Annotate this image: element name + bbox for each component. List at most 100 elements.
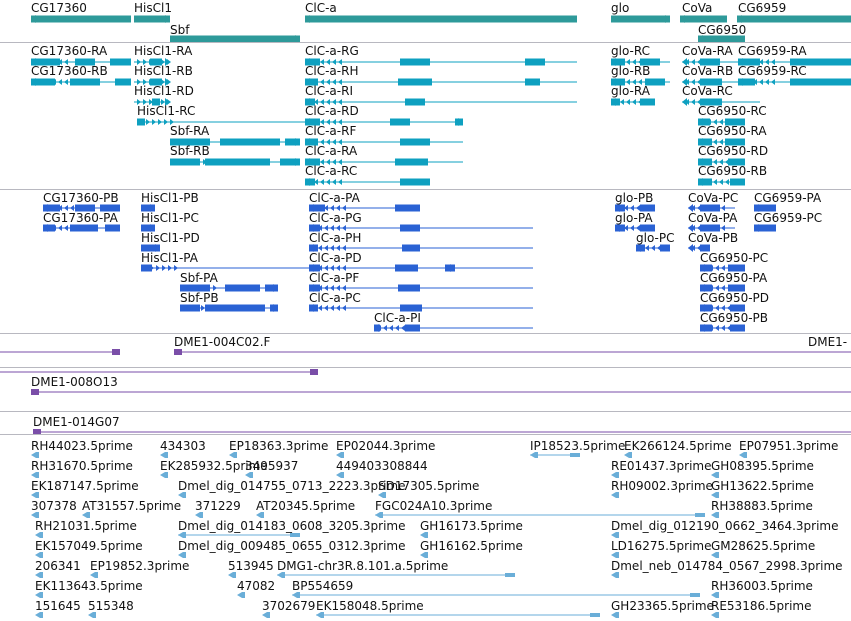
protein-glyph-cg6950-pa[interactable]: [700, 284, 745, 292]
est-glyph-rh09002-3prime[interactable]: [611, 492, 619, 498]
gene-glyph-sbf[interactable]: [170, 35, 300, 43]
clone-label-dme1-008o13[interactable]: DME1-008O13: [31, 375, 118, 389]
protein-glyph-glo-pb[interactable]: [615, 204, 655, 212]
protein-label-clc-a-pd[interactable]: ClC-a-PD: [309, 251, 362, 265]
est-glyph-ep19852-3prime[interactable]: [90, 572, 98, 578]
protein-label-cg6950-pa[interactable]: CG6950-PA: [700, 271, 768, 285]
clone-glyph-dme1-014g07[interactable]: [33, 429, 851, 435]
transcript-glyph-sbf-ra[interactable]: [170, 138, 300, 146]
est-glyph-ek266124-5prime[interactable]: [624, 452, 632, 458]
clone-glyph-2[interactable]: [174, 349, 851, 355]
est-label-rh44023-5prime[interactable]: RH44023.5prime: [31, 439, 133, 453]
est-glyph-dmg1-chr3r-8-101-a-5prime[interactable]: [277, 572, 515, 578]
transcript-glyph-sbf-rb[interactable]: [170, 158, 300, 166]
transcript-label-clc-a-ri[interactable]: ClC-a-RI: [305, 84, 353, 98]
transcript-glyph-hiscl1-rd[interactable]: [134, 98, 171, 106]
protein-glyph-clc-a-pi[interactable]: [374, 324, 533, 332]
est-glyph-rh31670-5prime[interactable]: [31, 472, 39, 478]
protein-label-cg17360-pa[interactable]: CG17360-PA: [43, 211, 118, 225]
gene-label-glo[interactable]: glo: [611, 1, 630, 15]
est-glyph-434303[interactable]: [160, 452, 168, 458]
est-label-ep18363-3prime[interactable]: EP18363.3prime: [229, 439, 329, 453]
est-label-rh36003-5prime[interactable]: RH36003.5prime: [711, 579, 813, 593]
est-label-515348[interactable]: 515348: [88, 599, 134, 613]
est-label-ep19852-3prime[interactable]: EP19852.3prime: [90, 559, 190, 573]
gene-glyph-cg6959[interactable]: [737, 15, 851, 23]
est-label-gh23365-5prime[interactable]: GH23365.5prime: [611, 599, 714, 613]
est-label-dmg1-chr3r-8-101-a-5prime[interactable]: DMG1-chr3R.8.101.a.5prime: [277, 559, 449, 573]
transcript-glyph-clc-a-rc[interactable]: [305, 178, 430, 186]
protein-glyph-hiscl1-pb[interactable]: [141, 204, 155, 212]
est-glyph-ek157049-5prime[interactable]: [35, 552, 43, 558]
est-glyph-47082[interactable]: [237, 592, 245, 598]
protein-label-clc-a-pg[interactable]: ClC-a-PG: [309, 211, 362, 225]
est-glyph-gh23365-5prime[interactable]: [611, 612, 619, 618]
est-glyph-3495937[interactable]: [245, 472, 253, 478]
protein-glyph-clc-a-pf[interactable]: [309, 284, 533, 292]
est-label-ep07951-3prime[interactable]: EP07951.3prime: [739, 439, 839, 453]
est-glyph-307378[interactable]: [31, 512, 39, 518]
transcript-glyph-clc-a-rh[interactable]: [305, 78, 577, 86]
protein-glyph-clc-a-ph[interactable]: [309, 244, 533, 252]
protein-glyph-clc-a-pd[interactable]: [309, 264, 533, 272]
protein-label-glo-pb[interactable]: glo-PB: [615, 191, 654, 205]
est-glyph-dmel-dig-012190-0662-3464-3prime[interactable]: [611, 532, 619, 538]
transcript-label-cg6959-rc[interactable]: CG6959-RC: [738, 64, 807, 78]
est-label-3702679[interactable]: 3702679: [262, 599, 316, 613]
est-glyph-rh21031-5prime[interactable]: [35, 532, 43, 538]
protein-label-cova-pc[interactable]: CoVa-PC: [688, 191, 739, 205]
est-glyph-at31557-5prime[interactable]: [82, 512, 90, 518]
est-label-ld16275-5prime[interactable]: LD16275.5prime: [611, 539, 712, 553]
transcript-label-hiscl1-rd[interactable]: HisCl1-RD: [134, 84, 194, 98]
transcript-label-hiscl1-rb[interactable]: HisCl1-RB: [134, 64, 193, 78]
est-label-434303[interactable]: 434303: [160, 439, 206, 453]
clone-glyph-1[interactable]: [0, 349, 120, 355]
gene-label-hiscl1[interactable]: HisCl1: [134, 1, 172, 15]
protein-label-cg6950-pd[interactable]: CG6950-PD: [700, 291, 770, 305]
transcript-label-glo-rb[interactable]: glo-RB: [611, 64, 651, 78]
protein-label-clc-a-pi[interactable]: ClC-a-PI: [374, 311, 421, 325]
gene-label-cg6959[interactable]: CG6959: [738, 1, 787, 15]
est-label-dmel-dig-014755-0713-2223-3prime[interactable]: Dmel_dig_014755_0713_2223.3prime: [178, 479, 406, 493]
est-glyph-sd17305-5prime[interactable]: [378, 492, 386, 498]
gene-glyph-cova[interactable]: [680, 15, 727, 23]
protein-glyph-cova-pa[interactable]: [688, 224, 735, 232]
clone-label-dme1-014g07[interactable]: DME1-014G07: [33, 415, 120, 429]
gene-glyph-hiscl1[interactable]: [134, 15, 170, 23]
gene-label-clc-a[interactable]: ClC-a: [305, 1, 337, 15]
protein-glyph-cg6959-pc[interactable]: [754, 224, 776, 232]
est-label-gh16162-5prime[interactable]: GH16162.5prime: [420, 539, 523, 553]
protein-label-cg6959-pa[interactable]: CG6959-PA: [754, 191, 822, 205]
transcript-label-clc-a-rf[interactable]: ClC-a-RF: [305, 124, 357, 138]
est-label-rh21031-5prime[interactable]: RH21031.5prime: [35, 519, 137, 533]
transcript-glyph-cg17360-ra[interactable]: [31, 58, 131, 66]
protein-label-cova-pa[interactable]: CoVa-PA: [688, 211, 738, 225]
transcript-glyph-glo-rb[interactable]: [611, 78, 670, 86]
est-label-449403308844[interactable]: 449403308844: [336, 459, 428, 473]
protein-label-sbf-pb[interactable]: Sbf-PB: [180, 291, 219, 305]
est-glyph-3702679[interactable]: [262, 612, 270, 618]
est-label-ep02044-3prime[interactable]: EP02044.3prime: [336, 439, 436, 453]
protein-label-clc-a-pc[interactable]: ClC-a-PC: [309, 291, 361, 305]
est-glyph-dmel-dig-009485-0655-0312-3prime[interactable]: [178, 552, 186, 558]
est-glyph-ek187147-5prime[interactable]: [31, 492, 39, 498]
est-glyph-gh13622-5prime[interactable]: [711, 492, 719, 498]
transcript-glyph-cg17360-rb[interactable]: [31, 78, 131, 86]
protein-glyph-cg17360-pb[interactable]: [43, 204, 120, 212]
est-label-gh16173-5prime[interactable]: GH16173.5prime: [420, 519, 523, 533]
est-glyph-371229[interactable]: [195, 512, 203, 518]
gene-glyph-cg17360[interactable]: [31, 15, 131, 23]
transcript-glyph-glo-rc[interactable]: [611, 58, 670, 66]
est-glyph-gm28625-5prime[interactable]: [711, 552, 719, 558]
est-label-dmel-neb-014784-0567-2998-3prime[interactable]: Dmel_neb_014784_0567_2998.3prime: [611, 559, 843, 573]
est-glyph-gh16162-5prime[interactable]: [420, 552, 428, 558]
est-label-3495937[interactable]: 3495937: [245, 459, 299, 473]
est-glyph-ek158048-5prime[interactable]: [316, 612, 600, 618]
transcript-label-sbf-ra[interactable]: Sbf-RA: [170, 124, 210, 138]
est-glyph-151645[interactable]: [35, 612, 43, 618]
gene-glyph-clc-a[interactable]: [305, 15, 577, 23]
est-label-at20345-5prime[interactable]: AT20345.5prime: [256, 499, 356, 513]
est-glyph-rh36003-5prime[interactable]: [711, 592, 719, 598]
protein-label-glo-pa[interactable]: glo-PA: [615, 211, 653, 225]
gene-label-cova[interactable]: CoVa: [682, 1, 713, 15]
